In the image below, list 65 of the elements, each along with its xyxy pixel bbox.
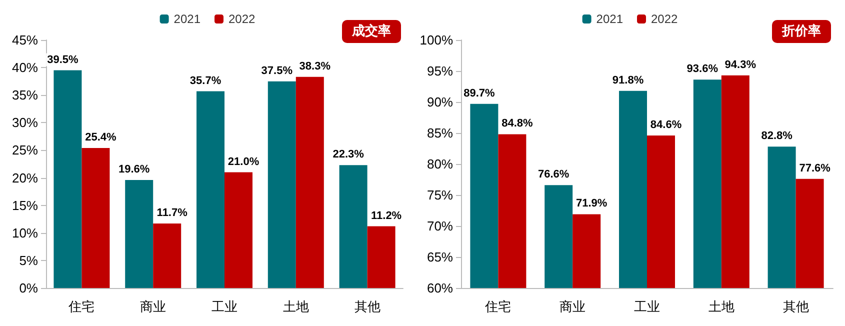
data-label: 39.5% — [47, 54, 79, 66]
y-tick-label: 65% — [426, 250, 454, 264]
legend-label: 2022 — [651, 12, 678, 26]
data-label: 84.8% — [502, 118, 534, 130]
x-tick-label: 其他 — [782, 299, 809, 314]
y-tick-label: 90% — [426, 94, 454, 110]
y-tick-label: 0% — [19, 280, 38, 296]
bar — [153, 224, 182, 288]
y-tick-label: 30% — [12, 115, 38, 130]
data-label: 91.8% — [612, 74, 644, 86]
data-label: 21.0% — [228, 156, 260, 168]
x-tick-label: 其他 — [354, 299, 380, 314]
x-tick-label: 住宅 — [484, 299, 512, 314]
data-label: 94.3% — [724, 58, 756, 71]
data-label: 76.6% — [538, 168, 570, 181]
data-label: 77.6% — [799, 162, 831, 174]
y-tick-label: 20% — [12, 170, 38, 186]
bar — [268, 81, 296, 288]
y-tick-label: 100% — [420, 32, 454, 48]
y-tick-label: 25% — [12, 142, 38, 158]
bar — [196, 91, 224, 288]
y-tick-label: 35% — [12, 88, 38, 103]
legend-label: 2021 — [596, 12, 624, 26]
bar — [367, 226, 396, 288]
y-tick-label: 70% — [426, 218, 454, 234]
y-tick-label: 80% — [426, 156, 454, 172]
bar — [54, 70, 82, 288]
x-tick-label: 住宅 — [68, 299, 95, 314]
chart-title: 折价率 — [781, 23, 821, 39]
x-tick-label: 工业 — [634, 299, 660, 314]
data-label: 89.7% — [464, 87, 496, 100]
y-tick-label: 85% — [426, 126, 454, 140]
bar — [82, 148, 110, 288]
data-label: 19.6% — [118, 163, 150, 176]
bar — [339, 165, 368, 288]
bar — [224, 172, 252, 288]
data-label: 11.2% — [371, 210, 402, 222]
data-label: 35.7% — [190, 74, 222, 87]
y-tick-label: 95% — [426, 64, 454, 78]
y-tick-label: 5% — [19, 252, 38, 268]
x-tick-label: 土地 — [708, 299, 734, 314]
legend-label: 2022 — [228, 12, 256, 26]
y-tick-label: 15% — [12, 198, 38, 213]
data-label: 22.3% — [332, 148, 364, 161]
y-tick-label: 40% — [12, 60, 38, 76]
y-tick-label: 10% — [12, 225, 38, 240]
data-label: 93.6% — [686, 63, 718, 76]
y-tick-label: 45% — [12, 32, 38, 48]
data-label: 71.9% — [576, 198, 608, 210]
data-label: 25.4% — [85, 132, 117, 144]
data-label: 84.6% — [650, 118, 682, 131]
x-tick-label: 商业 — [140, 299, 166, 314]
x-tick-label: 工业 — [212, 299, 238, 314]
bar — [125, 180, 154, 288]
chart-title: 成交率 — [351, 23, 391, 39]
y-tick-label: 60% — [426, 280, 454, 296]
bar — [296, 76, 324, 288]
data-label: 37.5% — [261, 64, 293, 77]
x-tick-label: 土地 — [282, 299, 309, 314]
legend-label: 2021 — [174, 12, 201, 26]
data-label: 82.8% — [761, 130, 793, 142]
y-tick-label: 75% — [426, 188, 454, 202]
data-label: 38.3% — [299, 60, 331, 72]
data-label: 11.7% — [156, 207, 188, 220]
x-tick-label: 商业 — [560, 299, 586, 314]
